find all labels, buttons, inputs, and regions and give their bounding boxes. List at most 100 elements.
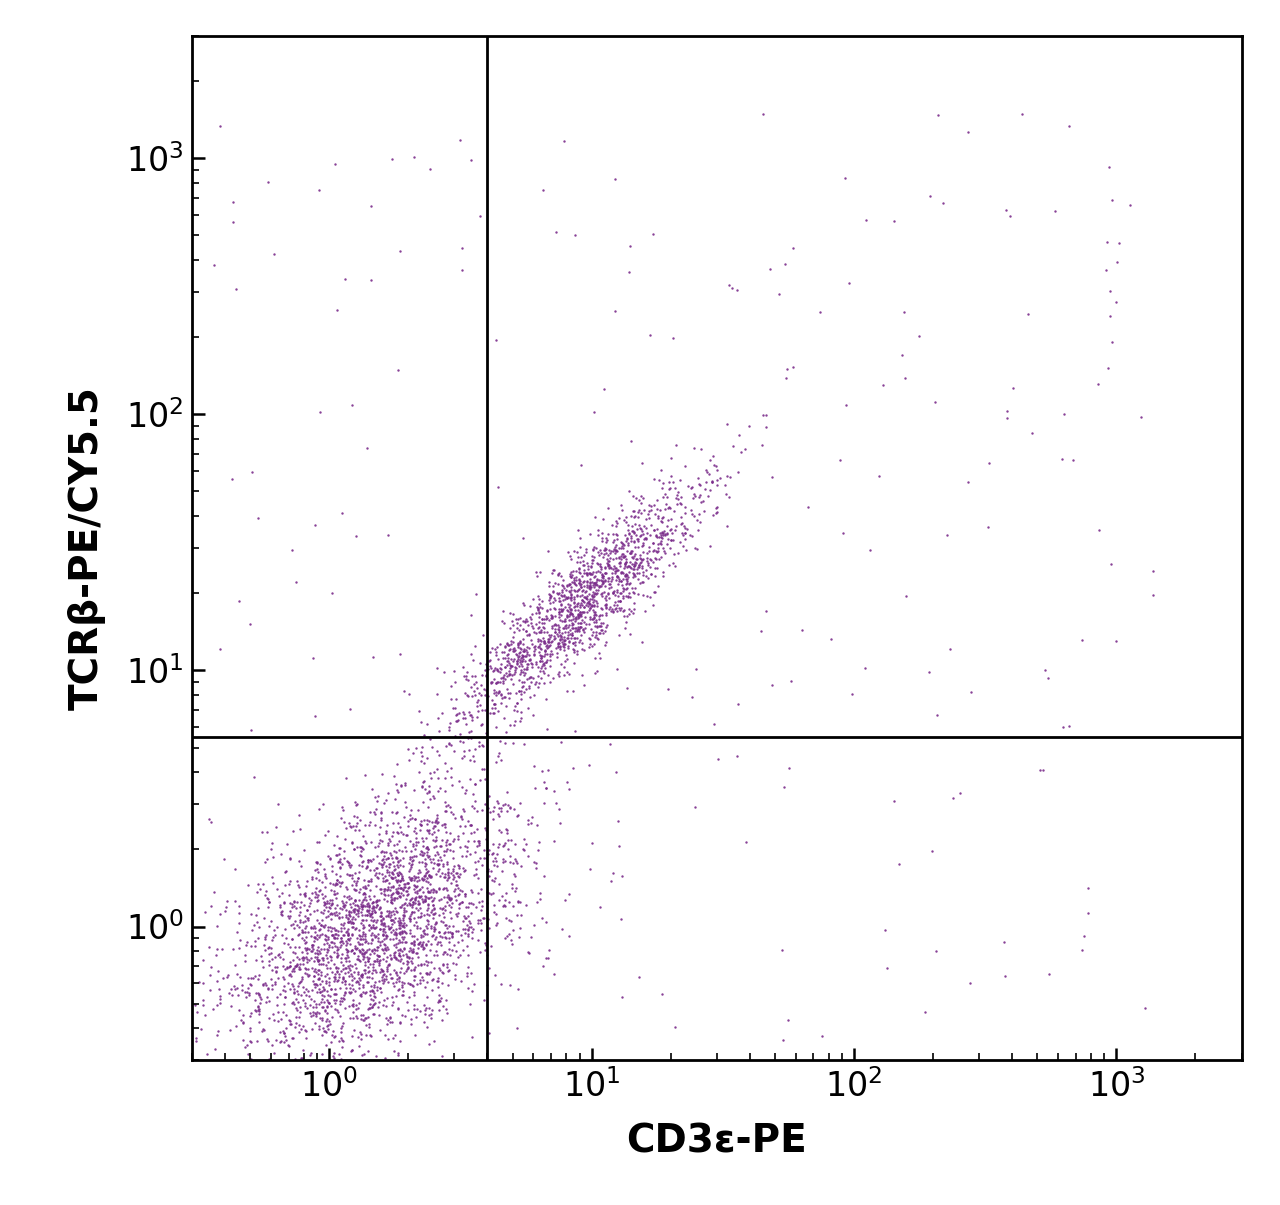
Point — [337, 851, 357, 870]
Point — [305, 882, 325, 901]
Point — [317, 953, 338, 972]
Point — [375, 935, 396, 954]
Point — [348, 951, 369, 970]
Point — [535, 640, 556, 659]
Point — [616, 525, 636, 545]
Point — [691, 439, 712, 458]
Point — [325, 936, 346, 956]
Point — [338, 919, 358, 939]
Point — [308, 941, 329, 960]
Point — [248, 917, 269, 936]
Point — [581, 553, 602, 572]
Point — [275, 863, 296, 882]
Point — [321, 925, 342, 945]
Point — [604, 170, 625, 189]
Point — [288, 937, 308, 957]
Point — [507, 649, 527, 669]
Point — [564, 629, 585, 648]
Point — [557, 606, 577, 625]
Point — [379, 1009, 399, 1028]
Point — [294, 887, 315, 906]
Point — [407, 864, 428, 883]
Point — [653, 478, 673, 498]
Point — [204, 882, 224, 901]
Point — [310, 960, 330, 980]
Point — [271, 905, 292, 924]
Point — [632, 572, 653, 592]
Point — [216, 892, 237, 911]
Point — [540, 628, 561, 647]
Point — [471, 897, 492, 916]
Point — [330, 876, 351, 895]
Point — [388, 782, 408, 801]
Point — [403, 894, 424, 913]
Point — [200, 981, 220, 1000]
Point — [874, 919, 895, 939]
Point — [666, 517, 686, 536]
Point — [511, 648, 531, 668]
Point — [439, 940, 460, 959]
Point — [599, 569, 620, 588]
Point — [385, 948, 406, 968]
Point — [389, 924, 410, 944]
Point — [644, 582, 664, 601]
Point — [289, 1022, 310, 1041]
Point — [403, 942, 424, 962]
Point — [367, 981, 388, 1000]
Point — [550, 654, 571, 674]
Point — [362, 647, 383, 666]
Point — [416, 963, 436, 982]
Point — [250, 1004, 270, 1023]
Point — [344, 1021, 365, 1040]
Point — [291, 984, 311, 1004]
Point — [246, 913, 266, 933]
Point — [338, 924, 358, 944]
Point — [358, 972, 379, 992]
Point — [589, 562, 609, 581]
Point — [388, 1046, 408, 1065]
Point — [289, 1001, 310, 1021]
Point — [301, 890, 321, 910]
Point — [556, 635, 576, 654]
Point — [402, 903, 422, 922]
Point — [324, 942, 344, 962]
Point — [582, 596, 603, 616]
Point — [392, 776, 412, 795]
Point — [582, 595, 603, 615]
Point — [477, 909, 498, 928]
Point — [646, 525, 667, 545]
Point — [585, 574, 605, 593]
Point — [276, 834, 297, 853]
Point — [499, 683, 520, 703]
Point — [515, 829, 535, 848]
Point — [549, 590, 570, 610]
Point — [571, 575, 591, 594]
Point — [430, 931, 451, 951]
Point — [1130, 407, 1151, 427]
Point — [452, 892, 472, 911]
Point — [349, 880, 370, 899]
Point — [324, 1027, 344, 1046]
Point — [483, 662, 503, 681]
Point — [376, 870, 397, 889]
Point — [404, 880, 425, 899]
Point — [554, 596, 575, 616]
Point — [426, 830, 447, 850]
Point — [385, 924, 406, 944]
Point — [407, 934, 428, 953]
Point — [541, 564, 562, 583]
Point — [645, 548, 666, 568]
Point — [458, 921, 479, 940]
Point — [613, 558, 634, 577]
Point — [419, 998, 439, 1017]
Point — [449, 899, 470, 918]
Point — [198, 937, 219, 957]
Point — [559, 664, 580, 683]
Point — [364, 898, 384, 917]
Point — [591, 565, 612, 584]
Point — [576, 588, 596, 607]
Point — [396, 922, 416, 941]
Point — [339, 960, 360, 980]
Point — [520, 649, 540, 669]
Point — [614, 546, 635, 565]
